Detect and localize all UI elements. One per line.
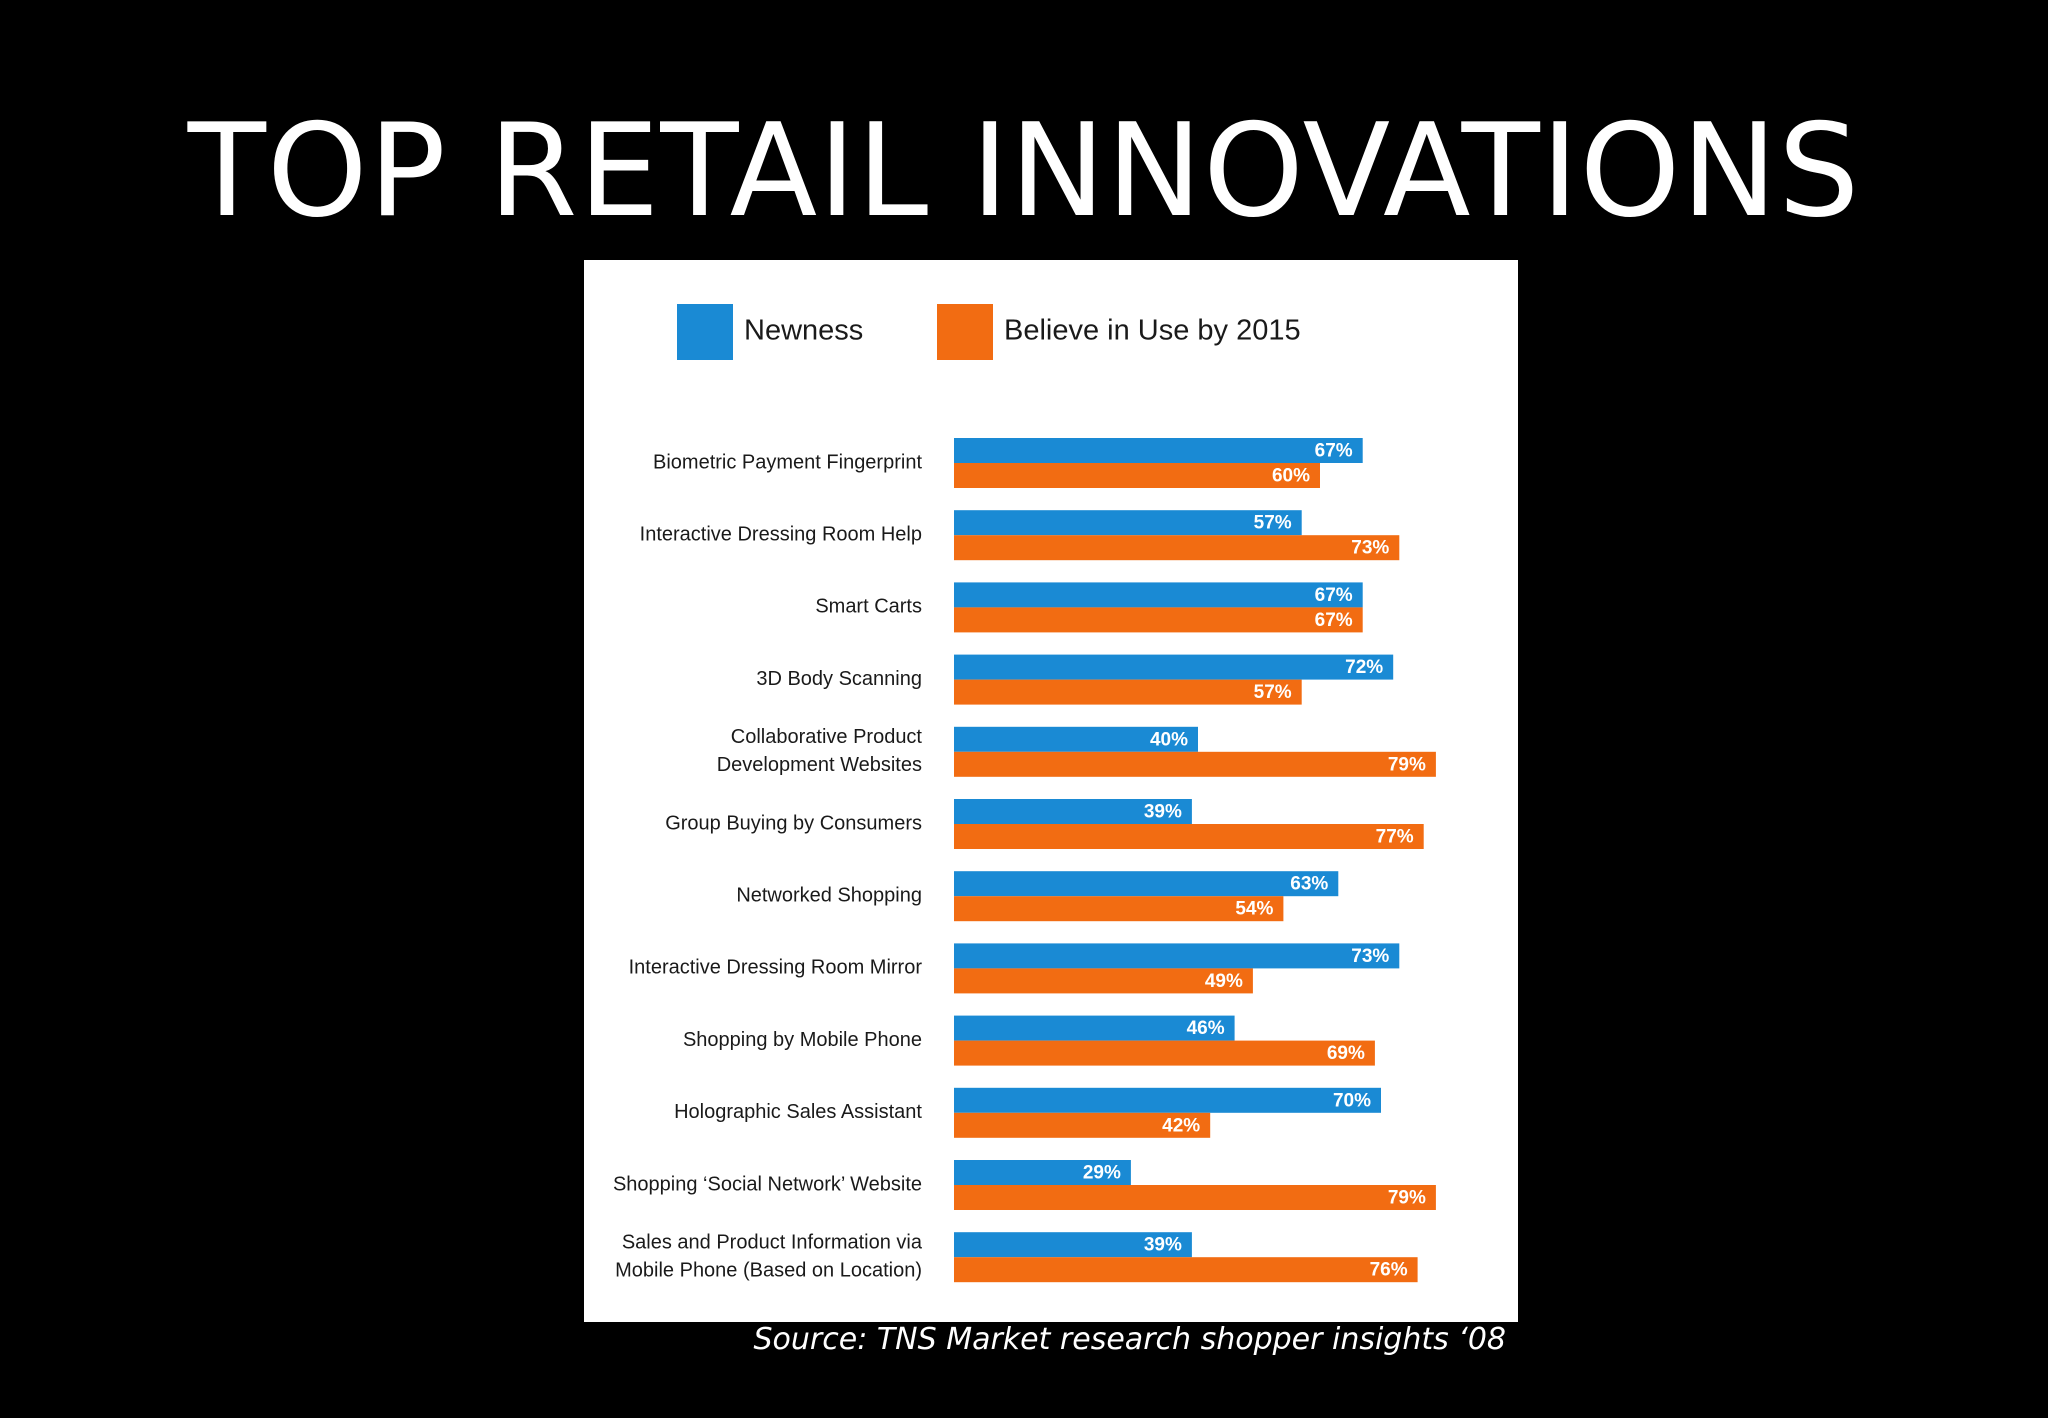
believe-bar-12 bbox=[954, 1257, 1418, 1283]
newness-bar-10 bbox=[954, 1087, 1381, 1113]
believe-value-9: 69% bbox=[1327, 1043, 1365, 1064]
newness-bar-3 bbox=[954, 582, 1363, 608]
newness-bar-12 bbox=[954, 1232, 1192, 1258]
believe-bar-9 bbox=[954, 1040, 1375, 1066]
category-label-5-line-1: Collaborative Product bbox=[731, 726, 923, 748]
newness-value-8: 73% bbox=[1351, 946, 1389, 967]
believe-bar-5 bbox=[954, 751, 1436, 777]
believe-value-5: 79% bbox=[1388, 754, 1426, 775]
category-label-9: Shopping by Mobile Phone bbox=[683, 1029, 922, 1051]
believe-value-2: 73% bbox=[1351, 538, 1389, 559]
believe-value-7: 54% bbox=[1235, 899, 1273, 920]
newness-bar-9 bbox=[954, 1015, 1235, 1041]
newness-bar-2 bbox=[954, 510, 1302, 536]
believe-bar-7 bbox=[954, 896, 1284, 922]
believe-bar-6 bbox=[954, 824, 1424, 849]
newness-value-5: 40% bbox=[1150, 729, 1188, 750]
believe-value-8: 49% bbox=[1205, 971, 1243, 992]
newness-bar-6 bbox=[954, 799, 1192, 824]
believe-bar-1 bbox=[954, 463, 1320, 488]
newness-value-2: 57% bbox=[1254, 513, 1292, 534]
newness-bar-11 bbox=[954, 1160, 1131, 1185]
category-label-8: Interactive Dressing Room Mirror bbox=[629, 957, 923, 979]
source-note: Source: TNS Market research shopper insi… bbox=[753, 1322, 1506, 1357]
believe-value-3: 67% bbox=[1315, 610, 1353, 631]
newness-bar-5 bbox=[954, 726, 1198, 752]
newness-value-7: 63% bbox=[1290, 874, 1328, 895]
legend-swatch-1 bbox=[677, 304, 733, 360]
category-label-6: Group Buying by Consumers bbox=[665, 812, 922, 834]
believe-value-6: 77% bbox=[1376, 827, 1414, 848]
category-label-12-line-1: Sales and Product Information via bbox=[622, 1231, 923, 1253]
newness-value-10: 70% bbox=[1333, 1090, 1371, 1111]
category-label-7: Networked Shopping bbox=[736, 884, 922, 906]
newness-value-4: 72% bbox=[1345, 657, 1383, 678]
newness-value-12: 39% bbox=[1144, 1235, 1182, 1256]
category-label-11: Shopping ‘Social Network’ Website bbox=[613, 1173, 922, 1195]
category-label-2: Interactive Dressing Room Help bbox=[640, 523, 922, 545]
legend-swatch-2 bbox=[937, 304, 993, 360]
believe-value-10: 42% bbox=[1162, 1115, 1200, 1136]
category-label-10: Holographic Sales Assistant bbox=[674, 1101, 922, 1123]
believe-bar-4 bbox=[954, 679, 1302, 705]
chart-panel: Newness Believe in Use by 2015 Biometric P… bbox=[584, 260, 1518, 1322]
slide-title: TOP RETAIL INNOVATIONS bbox=[187, 97, 1861, 246]
category-label-4: 3D Body Scanning bbox=[756, 668, 922, 690]
newness-bar-4 bbox=[954, 654, 1394, 680]
newness-value-1: 67% bbox=[1315, 441, 1353, 462]
category-label-1: Biometric Payment Fingerprint bbox=[653, 451, 922, 473]
believe-bar-2 bbox=[954, 535, 1400, 561]
believe-bar-11 bbox=[954, 1185, 1436, 1210]
believe-bar-8 bbox=[954, 968, 1253, 994]
legend-label-1: Newness bbox=[744, 315, 863, 347]
believe-value-4: 57% bbox=[1254, 682, 1292, 703]
believe-bar-10 bbox=[954, 1112, 1211, 1138]
category-label-3: Smart Carts bbox=[815, 596, 922, 618]
category-label-12-line-2: Mobile Phone (Based on Location) bbox=[615, 1259, 922, 1281]
bar-chart: Newness Believe in Use by 2015 Biometric P… bbox=[613, 304, 1436, 1283]
newness-value-9: 46% bbox=[1187, 1018, 1225, 1039]
believe-value-11: 79% bbox=[1388, 1188, 1426, 1209]
newness-bar-7 bbox=[954, 871, 1339, 897]
newness-value-3: 67% bbox=[1315, 585, 1353, 606]
category-label-5-line-2: Development Websites bbox=[717, 754, 922, 776]
newness-bar-1 bbox=[954, 438, 1363, 463]
newness-value-11: 29% bbox=[1083, 1163, 1121, 1184]
believe-bar-3 bbox=[954, 607, 1363, 633]
newness-value-6: 39% bbox=[1144, 802, 1182, 823]
believe-value-12: 76% bbox=[1370, 1260, 1408, 1281]
believe-value-1: 60% bbox=[1272, 466, 1310, 487]
legend-label-2: Believe in Use by 2015 bbox=[1004, 315, 1301, 347]
newness-bar-8 bbox=[954, 943, 1400, 969]
